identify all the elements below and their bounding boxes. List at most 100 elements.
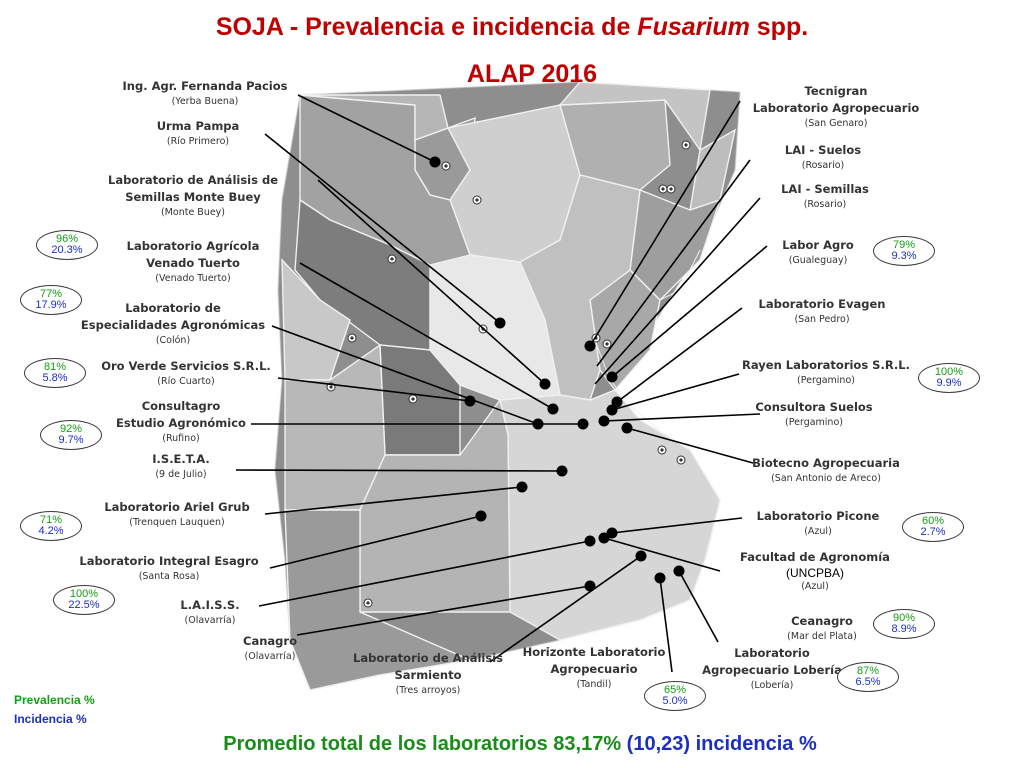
lab-label: Ing. Agr. Fernanda Pacios (Yerba Buena) [123, 78, 288, 109]
lab-location: (Tandil) [576, 679, 612, 690]
lab-label: I.S.E.T.A. (9 de Julio) [152, 451, 209, 482]
lab-dot [516, 481, 528, 493]
lab-dot [621, 422, 633, 434]
prevalence-value: 77% [39, 288, 63, 300]
city-marker-icon [602, 339, 612, 349]
lab-name: Canagro [243, 634, 297, 648]
legend-incidence: Incidencia % [14, 712, 87, 726]
lab-location: (9 de Julio) [155, 469, 207, 480]
lab-label: Laboratorio Agropecuario Lobería (Lobería) [702, 645, 842, 693]
leader-line [596, 159, 751, 367]
incidence-value: 9.3% [891, 250, 917, 262]
incidence-value: 20.3% [51, 244, 83, 256]
lab-label: Laboratorio de Análisis de Semillas Monte… [108, 172, 278, 220]
lab-name: Agropecuario [550, 662, 638, 676]
lab-location: (Santa Rosa) [138, 571, 200, 582]
lab-dot [584, 580, 596, 592]
city-marker-icon [658, 184, 668, 194]
stat-badge: 71% 4.2% [20, 511, 82, 541]
prevalence-value: 81% [43, 361, 67, 373]
lab-name: Ceanagro [791, 614, 853, 628]
leader-line [277, 377, 471, 402]
lab-label: Laboratorio de Análisis Sarmiento (Tres ar… [353, 650, 503, 698]
stat-badge: 81% 5.8% [24, 358, 86, 388]
province-san-juan [281, 258, 351, 381]
lab-name: Oro Verde Servicios S.R.L. [101, 359, 271, 373]
lab-name: Laboratorio Evagen [758, 297, 886, 311]
lab-name: Horizonte Laboratorio [522, 645, 666, 659]
lab-name: Laboratorio Ariel Grub [104, 500, 250, 514]
lab-dot [547, 403, 559, 415]
lab-name: Consultagro [141, 399, 221, 413]
leader-line [317, 179, 546, 385]
leader-line [626, 427, 754, 464]
lab-dot [584, 535, 596, 547]
incidence-value: 8.9% [891, 623, 917, 635]
lab-location: (Mar del Plata) [787, 631, 857, 642]
lab-label: Horizonte Laboratorio Agropecuario (Tandil… [523, 644, 666, 692]
prevalence-value: 92% [59, 423, 83, 435]
lab-label: LAI - Semillas (Rosario) [781, 181, 869, 212]
title-main: SOJA - Prevalencia e incidencia de [215, 13, 638, 41]
lab-name: Laboratorio Agropecuario [752, 101, 920, 115]
leader-line [616, 307, 743, 403]
lab-label: Laboratorio Evagen (San Pedro) [759, 296, 886, 327]
lab-name: Estudio Agronómico [116, 416, 246, 430]
lab-name: Agropecuario Lobería [702, 663, 842, 677]
prevalence-value: 71% [39, 514, 63, 526]
lab-dot [635, 550, 647, 562]
lab-label: Laboratorio Integral Esagro (Santa Rosa) [79, 553, 258, 584]
lab-location: (Azul) [804, 526, 832, 537]
lab-label: Ceanagro (Mar del Plata) [787, 613, 857, 644]
lab-dot [577, 418, 589, 430]
province-buenos-aires [499, 389, 721, 641]
lab-dot [475, 510, 487, 522]
lab-name: LAI - Suelos [784, 143, 862, 157]
lab-name: Laboratorio de Análisis de [107, 173, 279, 187]
lab-label: Rayen Laboratorios S.R.L. (Pergamino) [742, 357, 910, 388]
lab-label: Urma Pampa (Río Primero) [157, 118, 240, 149]
lab-label: LAI - Suelos (Rosario) [785, 142, 861, 173]
prevalence-value: 100% [69, 588, 99, 600]
page-subtitle: ALAP 2016 [466, 60, 598, 88]
leader-line [235, 469, 563, 472]
leader-lines [235, 94, 768, 673]
city-marker-icon [408, 394, 418, 404]
lab-name: Laboratorio de [125, 301, 221, 315]
legend-prevalence: Prevalencia % [14, 693, 95, 707]
lab-dot [429, 156, 441, 168]
lab-label: Oro Verde Servicios S.R.L. (Río Cuarto) [101, 358, 271, 389]
lab-name: I.S.E.T.A. [152, 452, 210, 466]
city-marker-icon [681, 140, 691, 150]
incidence-value: 6.5% [855, 676, 881, 688]
lab-name: Labor Agro [782, 238, 854, 252]
lab-dot [598, 532, 610, 544]
lab-location: (Tres arroyos) [395, 685, 461, 696]
lab-location: (Yerba Buena) [171, 96, 239, 107]
lab-location: (Olavarría) [184, 615, 236, 626]
lab-dot [556, 465, 568, 477]
leader-line [611, 373, 740, 411]
lab-label: Laboratorio de Especialidades Agronómicas… [81, 300, 265, 348]
incidence-value: 2.7% [920, 526, 946, 538]
footer-summary: Promedio total de los laboratorios 83,17… [0, 733, 1024, 756]
lab-dot [673, 565, 685, 577]
leader-line [299, 262, 554, 410]
lab-name: Laboratorio [734, 646, 810, 660]
province-north-west [299, 94, 449, 141]
lab-name: Laboratorio Agrícola [126, 239, 260, 253]
lab-dot [532, 418, 544, 430]
city-marker-icon [666, 184, 676, 194]
lab-name: Rayen Laboratorios S.R.L. [742, 358, 910, 372]
city-marker-icon [657, 445, 667, 455]
leader-line [603, 413, 761, 422]
lab-dot [539, 378, 551, 390]
lab-sub: (UNCPBA) [785, 566, 844, 580]
stat-badge: 92% 9.7% [40, 420, 102, 450]
stat-badge: 100% 9.9% [918, 363, 980, 393]
lab-name: Laboratorio Integral Esagro [79, 554, 259, 568]
lab-location: (Venado Tuerto) [155, 273, 231, 284]
lab-dot [584, 340, 596, 352]
prevalence-value: 87% [856, 665, 880, 677]
lab-location: (Rosario) [801, 160, 845, 171]
